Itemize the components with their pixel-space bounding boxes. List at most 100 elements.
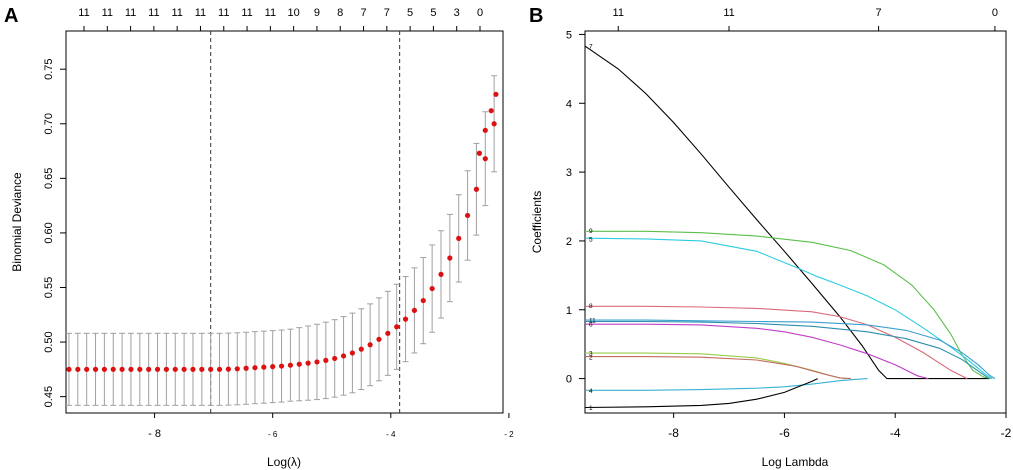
- panel-a-top-tick-label: 11: [125, 7, 136, 19]
- panel-a-top-tick-label: 11: [218, 7, 229, 19]
- panel-a-point: [234, 366, 240, 372]
- panel-b-x-tick-label: -8: [668, 426, 679, 440]
- panel-b-top-tick-label: 7: [876, 7, 882, 19]
- coef-path-8: [585, 305, 968, 380]
- coef-path-10: [585, 319, 996, 380]
- panel-a-point: [154, 366, 161, 372]
- panel-a-point: [137, 366, 143, 372]
- panel-a-points: [66, 91, 499, 372]
- panel-b-x-tick-label: -6: [779, 426, 790, 440]
- panel-a-point: [340, 353, 347, 359]
- panel-a-top-tick-label: 5: [430, 7, 436, 19]
- panel-a-top-tick-label: 11: [78, 7, 89, 19]
- panel-a-point: [376, 336, 382, 342]
- panel-b-y-axis-title: Coefficients: [530, 191, 544, 253]
- panel-a-point: [225, 366, 231, 372]
- panel-b-y-tick-label: 2: [566, 236, 572, 248]
- panel-a-point: [181, 366, 187, 372]
- panel-a-x-tick-label: - 6: [268, 430, 278, 439]
- panel-b-y-tick-label: 0: [566, 374, 572, 386]
- panel-a-point: [358, 346, 364, 352]
- panel-a-top-tick-label: 11: [195, 7, 206, 19]
- coef-path-9: [585, 230, 993, 380]
- panel-a-point: [296, 361, 302, 367]
- panel-b-top-tick-label: 11: [613, 7, 624, 19]
- panel-a-point: [473, 186, 480, 192]
- coef-path-6: [585, 323, 929, 380]
- panel-a-point: [101, 366, 107, 372]
- panel-b-coefficient-paths: [584, 45, 996, 409]
- panel-a-top-tick-label: 11: [241, 7, 252, 19]
- panel-a-top-tick-label: 9: [314, 7, 320, 19]
- panel-a-reference-lines: [210, 31, 401, 413]
- panel-a-point: [464, 212, 471, 219]
- panel-a-y-tick-label: 0.70: [43, 113, 55, 134]
- panel-a-top-tick-label: 7: [360, 7, 366, 19]
- panel-a-point: [482, 156, 488, 162]
- panel-b-y-axis: 0 1 2 3 4 5: [566, 29, 585, 386]
- panel-b-y-tick-label: 1: [566, 305, 572, 317]
- panel-a-point: [394, 324, 400, 330]
- panel-a-point: [323, 357, 329, 363]
- panel-a-point: [349, 350, 356, 356]
- panel-a-top-tick-label: 3: [454, 7, 460, 19]
- coef-path-label: 11: [589, 318, 596, 325]
- panel-a-point: [92, 366, 99, 372]
- panel-b-top-tick-label: 11: [723, 7, 734, 19]
- coef-path-4: [585, 378, 868, 391]
- panel-a-point: [287, 362, 294, 368]
- coef-path-label: 3: [589, 351, 593, 358]
- panel-a-point: [438, 271, 444, 277]
- panel-a-point: [163, 366, 169, 372]
- coef-path-label: 8: [589, 303, 593, 310]
- panel-a-x-tick-label: - 2: [504, 430, 514, 439]
- panel-a-point: [66, 366, 72, 372]
- panel-a-y-tick-label: 0.55: [43, 277, 55, 298]
- panel-a-point: [84, 366, 90, 372]
- panel-a-point: [75, 366, 81, 372]
- panel-a-error-bars: [65, 75, 498, 406]
- coef-path-label: 4: [589, 388, 593, 395]
- panel-a-y-tick-label: 0.75: [43, 58, 55, 79]
- panel-a-point: [332, 355, 338, 362]
- panel-a-point: [110, 366, 116, 372]
- panel-a-point: [208, 366, 214, 372]
- panel-a-point: [128, 366, 134, 372]
- panel-a-x-axis: - 8 - 6 - 4 - 2: [148, 413, 514, 440]
- panel-b-y-tick-label: 5: [566, 29, 572, 41]
- panel-a-y-axis-title: Binomial Deviance: [10, 172, 24, 272]
- panel-a-point: [261, 364, 267, 370]
- panel-a-point: [402, 316, 409, 322]
- panel-a-x-tick-label: - 4: [386, 430, 396, 439]
- panel-a-point: [199, 366, 205, 372]
- panel-a-y-axis: 0.45 0.50 0.55 0.60 0.65 0.70 0.75: [43, 58, 66, 407]
- panel-a-point: [476, 150, 482, 156]
- panel-a-top-tick-label: 11: [102, 7, 113, 19]
- panel-a-point: [314, 359, 320, 365]
- panel-a-point: [482, 127, 488, 133]
- panel-a-point: [491, 121, 497, 127]
- panel-a-top-tick-label: 11: [171, 7, 182, 19]
- panel-a-plot-frame: [65, 30, 504, 414]
- coef-path-label: 1: [589, 405, 593, 412]
- panel-b-top-axis: 11 11 7 0: [613, 7, 998, 31]
- panel-a-y-tick-label: 0.45: [43, 386, 55, 407]
- coef-path-label: 9: [589, 228, 593, 235]
- coef-path-7: [584, 45, 990, 380]
- panel-a-y-tick-label: 0.60: [43, 222, 55, 243]
- coef-path-label: 7: [589, 44, 593, 51]
- coef-path-label: 2: [589, 355, 593, 362]
- panel-a-point: [190, 366, 196, 372]
- panel-a-top-tick-label: 11: [148, 7, 159, 19]
- panel-a-top-axis: 11 11 11 11 11 11 11 11 11 10 9 8 7 7 5 5 3 0: [78, 7, 483, 31]
- panel-a-top-tick-label: 0: [477, 7, 483, 19]
- panel-a-point: [367, 342, 373, 348]
- panel-a-point: [456, 235, 462, 241]
- coef-path-label: 6: [589, 322, 593, 329]
- panel-a-point: [429, 285, 435, 292]
- coef-path-5: [584, 237, 993, 380]
- panel-b-plot-frame: [584, 30, 1007, 414]
- panel-a-top-tick-label: 11: [265, 7, 276, 19]
